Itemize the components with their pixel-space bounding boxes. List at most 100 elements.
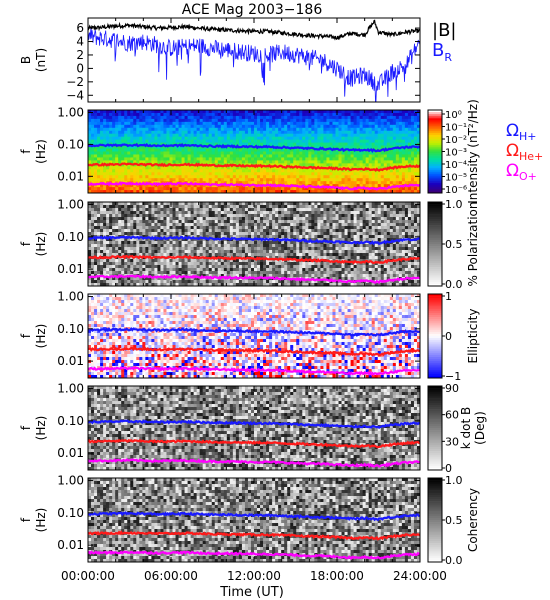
y-tick-label: 0.01 bbox=[57, 538, 84, 552]
colorbar-tick-label: 0.0 bbox=[445, 278, 463, 291]
y-tick-label: 0.10 bbox=[57, 506, 84, 520]
colorbar-tick-label: 0.0 bbox=[445, 554, 463, 567]
series-line-b-r bbox=[88, 28, 420, 102]
legend-b-magnitude: |B| bbox=[432, 20, 456, 41]
y-tick-label: 0 bbox=[76, 61, 84, 75]
y-axis-label: f bbox=[19, 333, 33, 338]
colorbar-tick-label: 1.0 bbox=[445, 198, 463, 211]
omega-he-plus-line bbox=[88, 254, 420, 265]
colorbar-tick-label: 0 bbox=[445, 330, 452, 343]
y-tick-label: 0.01 bbox=[57, 262, 84, 276]
colorbar-tick-label: 90 bbox=[445, 382, 459, 395]
y-tick-label: 1.00 bbox=[57, 106, 84, 120]
omega-h-plus-line bbox=[88, 326, 420, 338]
omega-he-plus-line bbox=[88, 162, 420, 172]
colorbar-tick-label: 0 bbox=[445, 462, 452, 475]
y-tick-label: 0.10 bbox=[57, 230, 84, 244]
y-axis-unit: (nT) bbox=[34, 48, 48, 72]
colorbar-tick-label: 10⁻⁵ bbox=[445, 173, 467, 184]
colorbar-tick-label: 10⁻⁴ bbox=[445, 160, 467, 171]
omega-o-plus-line bbox=[88, 550, 420, 560]
x-axis: 00:00:00 06:00:00 12:00:00 18:00:00 24:00:00 bbox=[61, 569, 447, 583]
colorbar-tick-label: 1.0 bbox=[445, 474, 463, 487]
panel-5: 90 60 30 0 k dot B (Deg) 1.00 0.10 0.01 f (Hz) bbox=[19, 382, 487, 475]
colorbar-label: % Polarization bbox=[466, 202, 480, 287]
panel-3: 1.0 0.5 0.0% Polarization 1.00 0.10 0.01 f (Hz) bbox=[19, 198, 480, 291]
y-axis-unit: (Hz) bbox=[34, 139, 48, 164]
panel-4: 1 0 −1 Ellipticity 1.00 0.10 0.01 f (Hz) bbox=[19, 290, 480, 383]
legend-b-r: BR bbox=[432, 40, 452, 64]
colorbar-tick-label: 10⁻⁶ bbox=[445, 185, 467, 196]
y-tick-label: 0.10 bbox=[57, 322, 84, 336]
y-axis-unit: (Hz) bbox=[34, 324, 48, 349]
colorbar-tick-label: 0.5 bbox=[445, 514, 463, 527]
heatmap-cells-4 bbox=[88, 294, 420, 378]
heatmap-cells-2 bbox=[88, 110, 420, 193]
y-tick-label: 0.10 bbox=[57, 414, 84, 428]
y-tick-label: 2 bbox=[76, 48, 84, 62]
colorbar-4: 1 0 −1 Ellipticity bbox=[427, 290, 480, 383]
omega-o-plus-line bbox=[88, 274, 420, 284]
y-tick-label: −2 bbox=[66, 75, 84, 89]
omega-he-plus-line bbox=[88, 346, 420, 357]
colorbar-3: 1.0 0.5 0.0% Polarization bbox=[427, 198, 480, 291]
omega-he-plus-line bbox=[88, 530, 420, 541]
y-tick-label: 0.10 bbox=[57, 137, 84, 151]
x-tick-label: 24:00:00 bbox=[393, 569, 447, 583]
x-tick-label: 12:00:00 bbox=[227, 569, 281, 583]
chart-title: ACE Mag 2003−186 bbox=[182, 2, 323, 18]
y-tick-label: 6 bbox=[76, 21, 84, 35]
heatmap-cells-5 bbox=[88, 386, 420, 470]
y-axis-label: f bbox=[19, 517, 33, 522]
y-tick-label: −4 bbox=[66, 88, 84, 102]
omega-h-plus-line bbox=[88, 419, 420, 429]
y-tick-label: 1.00 bbox=[57, 198, 84, 212]
colorbar-label: k dot B bbox=[459, 407, 473, 449]
colorbar-label: Intensity (nT²/Hz) bbox=[466, 99, 480, 204]
y-axis-unit: (Hz) bbox=[34, 232, 48, 257]
colorbar-tick-label: 0.5 bbox=[445, 238, 463, 251]
heatmap-cells-6 bbox=[88, 478, 420, 562]
colorbar-label-unit: (Deg) bbox=[473, 411, 487, 445]
colorbar-5: 90 60 30 0 k dot B (Deg) bbox=[427, 382, 487, 475]
colorbar-tick-label: −1 bbox=[445, 370, 461, 383]
y-tick-label: 1.00 bbox=[57, 290, 84, 304]
omega-o-plus-line bbox=[88, 181, 420, 191]
x-axis-label: Time (UT) bbox=[219, 585, 284, 600]
colorbar-tick-label: 10⁰ bbox=[445, 110, 462, 121]
legend-he-plus: ΩHe+ bbox=[506, 141, 543, 163]
colorbar-tick-label: 60 bbox=[445, 409, 459, 422]
colorbar-tick-label: 30 bbox=[445, 435, 459, 448]
y-tick-label: 0.01 bbox=[57, 446, 84, 460]
y-tick-label: 0.01 bbox=[57, 169, 84, 183]
y-axis-unit: (Hz) bbox=[34, 416, 48, 441]
omega-h-plus-line bbox=[88, 511, 420, 522]
legend-o-plus: ΩO+ bbox=[506, 161, 537, 183]
omega-he-plus-line bbox=[88, 438, 420, 449]
y-tick-label: 0.01 bbox=[57, 354, 84, 368]
series-line-b-magnitude bbox=[88, 19, 420, 41]
colorbar-tick-label: 10⁻³ bbox=[445, 148, 467, 159]
x-tick-label: 06:00:00 bbox=[144, 569, 198, 583]
y-axis-unit: (Hz) bbox=[34, 508, 48, 533]
y-axis-label: B bbox=[19, 56, 33, 64]
omega-h-plus-line bbox=[88, 142, 420, 153]
colorbar-tick-label: 1 bbox=[445, 290, 452, 303]
colorbar-label: Coherency bbox=[466, 488, 480, 552]
y-axis-label: f bbox=[19, 149, 33, 154]
omega-h-plus-line bbox=[88, 235, 420, 246]
y-tick-label: 1.00 bbox=[57, 382, 84, 396]
x-tick-label: 18:00:00 bbox=[310, 569, 364, 583]
y-tick-label: 4 bbox=[76, 35, 84, 49]
y-tick-label: 1.00 bbox=[57, 474, 84, 488]
omega-o-plus-line bbox=[88, 458, 420, 468]
y-axis-label: f bbox=[19, 241, 33, 246]
y-axis-label: f bbox=[19, 425, 33, 430]
heatmap-cells-3 bbox=[88, 202, 420, 286]
